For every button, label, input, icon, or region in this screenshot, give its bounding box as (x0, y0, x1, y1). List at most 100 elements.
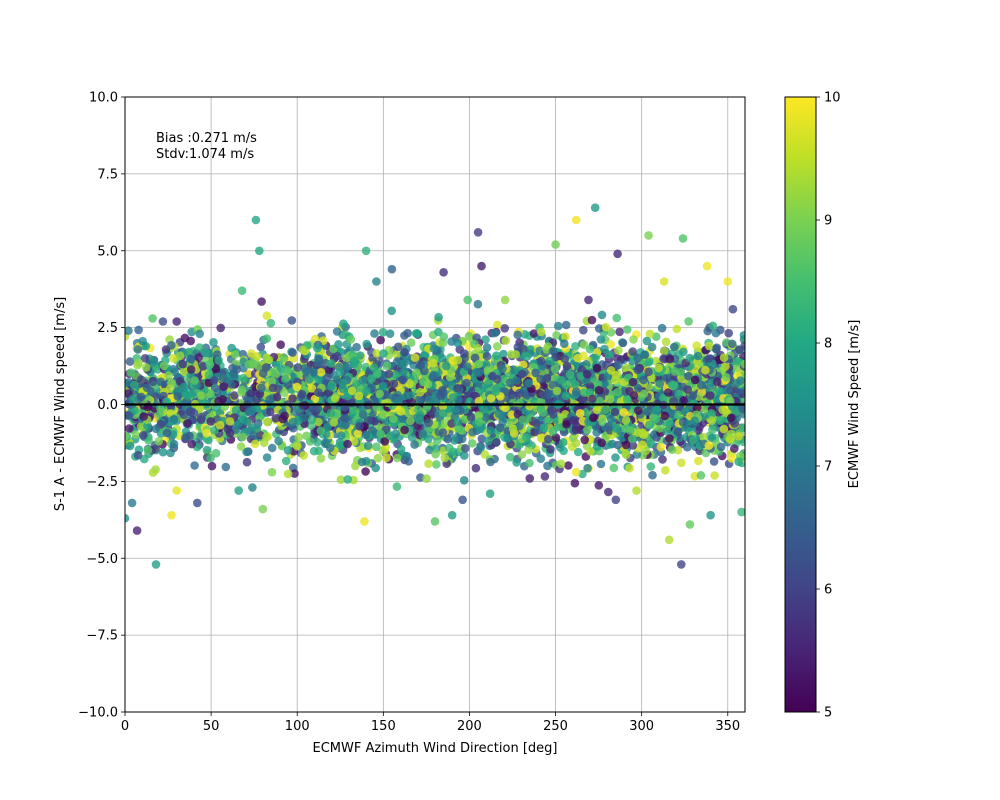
scatter-point (448, 393, 458, 402)
scatter-point (597, 438, 606, 448)
scatter-point (158, 447, 168, 457)
scatter-point (580, 435, 589, 445)
scatter-point (156, 377, 165, 387)
scatter-point (661, 466, 670, 475)
scatter-point (361, 430, 371, 440)
scatter-point (683, 385, 692, 394)
scatter-point (307, 384, 317, 393)
scatter-point (266, 318, 276, 328)
scatter-point (268, 383, 278, 393)
scatter-point (704, 354, 713, 364)
scatter-point (327, 382, 336, 392)
scatter-point (292, 382, 302, 392)
scatter-point (138, 431, 148, 440)
scatter-point (432, 460, 441, 469)
scatter-point (302, 431, 311, 441)
scatter-point (329, 418, 339, 427)
scatter-point (605, 395, 615, 404)
scatter-point (288, 348, 297, 357)
scatter-point (545, 356, 554, 366)
scatter-point (684, 317, 693, 326)
scatter-point (677, 458, 686, 468)
scatter-point (674, 390, 683, 399)
scatter-point (316, 426, 326, 436)
scatter-point (225, 428, 235, 438)
scatter-point (639, 389, 649, 398)
scatter-point (733, 363, 742, 373)
scatter-point (159, 361, 169, 371)
scatter-point (149, 357, 159, 367)
scatter-point (549, 410, 558, 419)
scatter-point (697, 380, 706, 390)
scatter-point (264, 355, 274, 365)
scatter-point (635, 428, 644, 438)
scatter-point (604, 350, 614, 359)
scatter-point (363, 441, 373, 451)
scatter-point (608, 439, 617, 449)
scatter-point (614, 346, 623, 355)
scatter-point (314, 354, 323, 363)
scatter-point (231, 406, 241, 415)
scatter-point (280, 374, 290, 384)
scatter-point (436, 391, 445, 400)
scatter-point (463, 295, 473, 305)
scatter-point (515, 398, 524, 408)
scatter-point (512, 458, 521, 467)
scatter-point (255, 412, 265, 422)
scatter-point (493, 320, 502, 330)
scatter-point (669, 380, 678, 390)
scatter-point (349, 405, 358, 415)
scatter-point (250, 439, 260, 449)
scatter-point (230, 391, 239, 400)
scatter-point (615, 327, 624, 337)
scatter-point (252, 424, 262, 433)
scatter-point (127, 498, 137, 508)
scatter-point (725, 396, 735, 406)
scatter-point (424, 395, 434, 405)
scatter-point (257, 383, 266, 393)
scatter-point (546, 445, 555, 454)
scatter-point (407, 433, 417, 442)
scatter-point (621, 364, 631, 373)
scatter-point (732, 356, 742, 366)
scatter-point (665, 354, 675, 364)
scatter-point (735, 345, 744, 354)
scatter-point (271, 414, 281, 423)
scatter-point (521, 433, 531, 442)
scatter-point (412, 329, 422, 338)
scatter-point (384, 369, 394, 379)
scatter-point (125, 411, 134, 420)
scatter-point (216, 323, 225, 333)
scatter-point (367, 374, 376, 383)
scatter-point (265, 395, 274, 404)
scatter-point (221, 462, 231, 472)
scatter-point (644, 357, 654, 367)
scatter-point (410, 440, 419, 449)
scatter-point (562, 361, 572, 371)
scatter-point (539, 408, 548, 417)
data-points (125, 203, 745, 569)
scatter-point (662, 374, 672, 383)
scatter-point (579, 340, 589, 350)
scatter-point (382, 361, 392, 371)
scatter-point (734, 432, 743, 441)
scatter-point (468, 427, 477, 437)
scatter-point (453, 417, 463, 427)
scatter-point (598, 417, 607, 427)
scatter-point (484, 436, 493, 446)
scatter-point (209, 338, 218, 347)
scatter-point (486, 426, 496, 435)
scatter-point (194, 353, 203, 362)
scatter-point (539, 423, 549, 433)
scatter-point (181, 433, 190, 442)
scatter-point (179, 382, 189, 392)
scatter-point (712, 343, 721, 353)
scatter-point (524, 378, 533, 388)
scatter-point (375, 389, 384, 399)
scatter-point (183, 419, 192, 428)
scatter-point (655, 379, 665, 388)
scatter-point (433, 436, 442, 446)
scatter-point (716, 416, 725, 425)
scatter-point (659, 354, 668, 363)
scatter-point (694, 456, 703, 466)
